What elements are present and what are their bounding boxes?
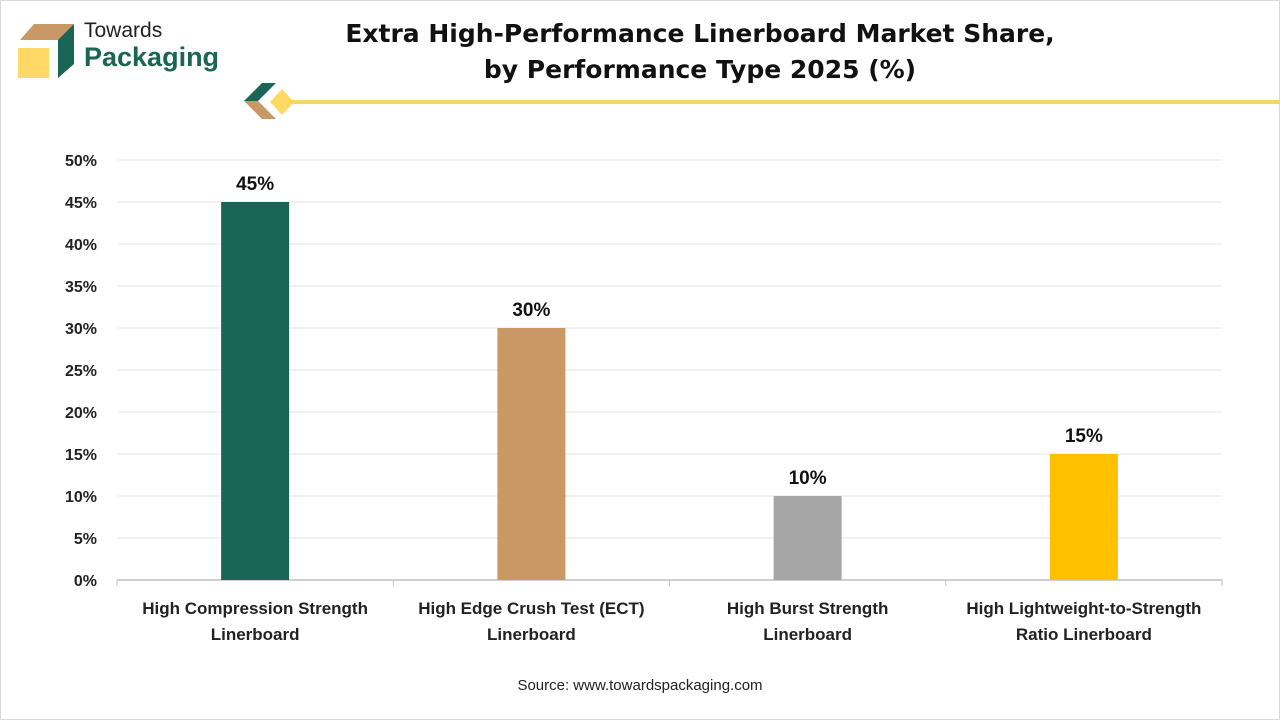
y-tick-label: 30% — [65, 321, 97, 338]
title-line-2: by Performance Type 2025 (%) — [483, 55, 917, 84]
y-tick-label: 10% — [65, 489, 97, 506]
x-category-label: High Lightweight-to-Strength — [966, 599, 1201, 618]
x-category-label: High Edge Crush Test (ECT) — [418, 599, 644, 618]
divider-ornament-icon — [244, 83, 294, 119]
data-label: 10% — [789, 468, 827, 489]
y-tick-label: 0% — [74, 573, 97, 590]
data-label: 15% — [1065, 426, 1103, 447]
y-tick-label: 20% — [65, 405, 97, 422]
data-label: 45% — [236, 174, 274, 195]
x-category-label: High Compression Strength — [142, 599, 368, 618]
x-category-label: Ratio Linerboard — [1016, 625, 1152, 644]
bar — [773, 496, 842, 580]
chart-title: Extra High-Performance Linerboard Market… — [330, 16, 1070, 88]
bar — [221, 202, 290, 580]
y-tick-label: 40% — [65, 237, 97, 254]
title-underline — [290, 100, 1280, 104]
source-note: Source: www.towardspackaging.com — [517, 677, 763, 694]
logo-icon — [18, 24, 74, 78]
y-tick-label: 5% — [74, 531, 97, 548]
y-tick-label: 15% — [65, 447, 97, 464]
y-tick-label: 50% — [65, 153, 97, 170]
title-line-1: Extra High-Performance Linerboard Market… — [345, 19, 1055, 48]
x-category-label: Linerboard — [487, 625, 576, 644]
x-category-label: Linerboard — [211, 625, 300, 644]
data-label: 30% — [512, 300, 550, 321]
bar — [497, 328, 566, 580]
x-category-label: High Burst Strength — [727, 599, 889, 618]
y-tick-label: 45% — [65, 195, 97, 212]
logo-text-packaging: Packaging — [84, 42, 220, 72]
logo-text-towards: Towards — [84, 19, 163, 42]
y-tick-label: 25% — [65, 363, 97, 380]
y-tick-label: 35% — [65, 279, 97, 296]
x-category-label: Linerboard — [763, 625, 852, 644]
bar — [1049, 454, 1118, 580]
